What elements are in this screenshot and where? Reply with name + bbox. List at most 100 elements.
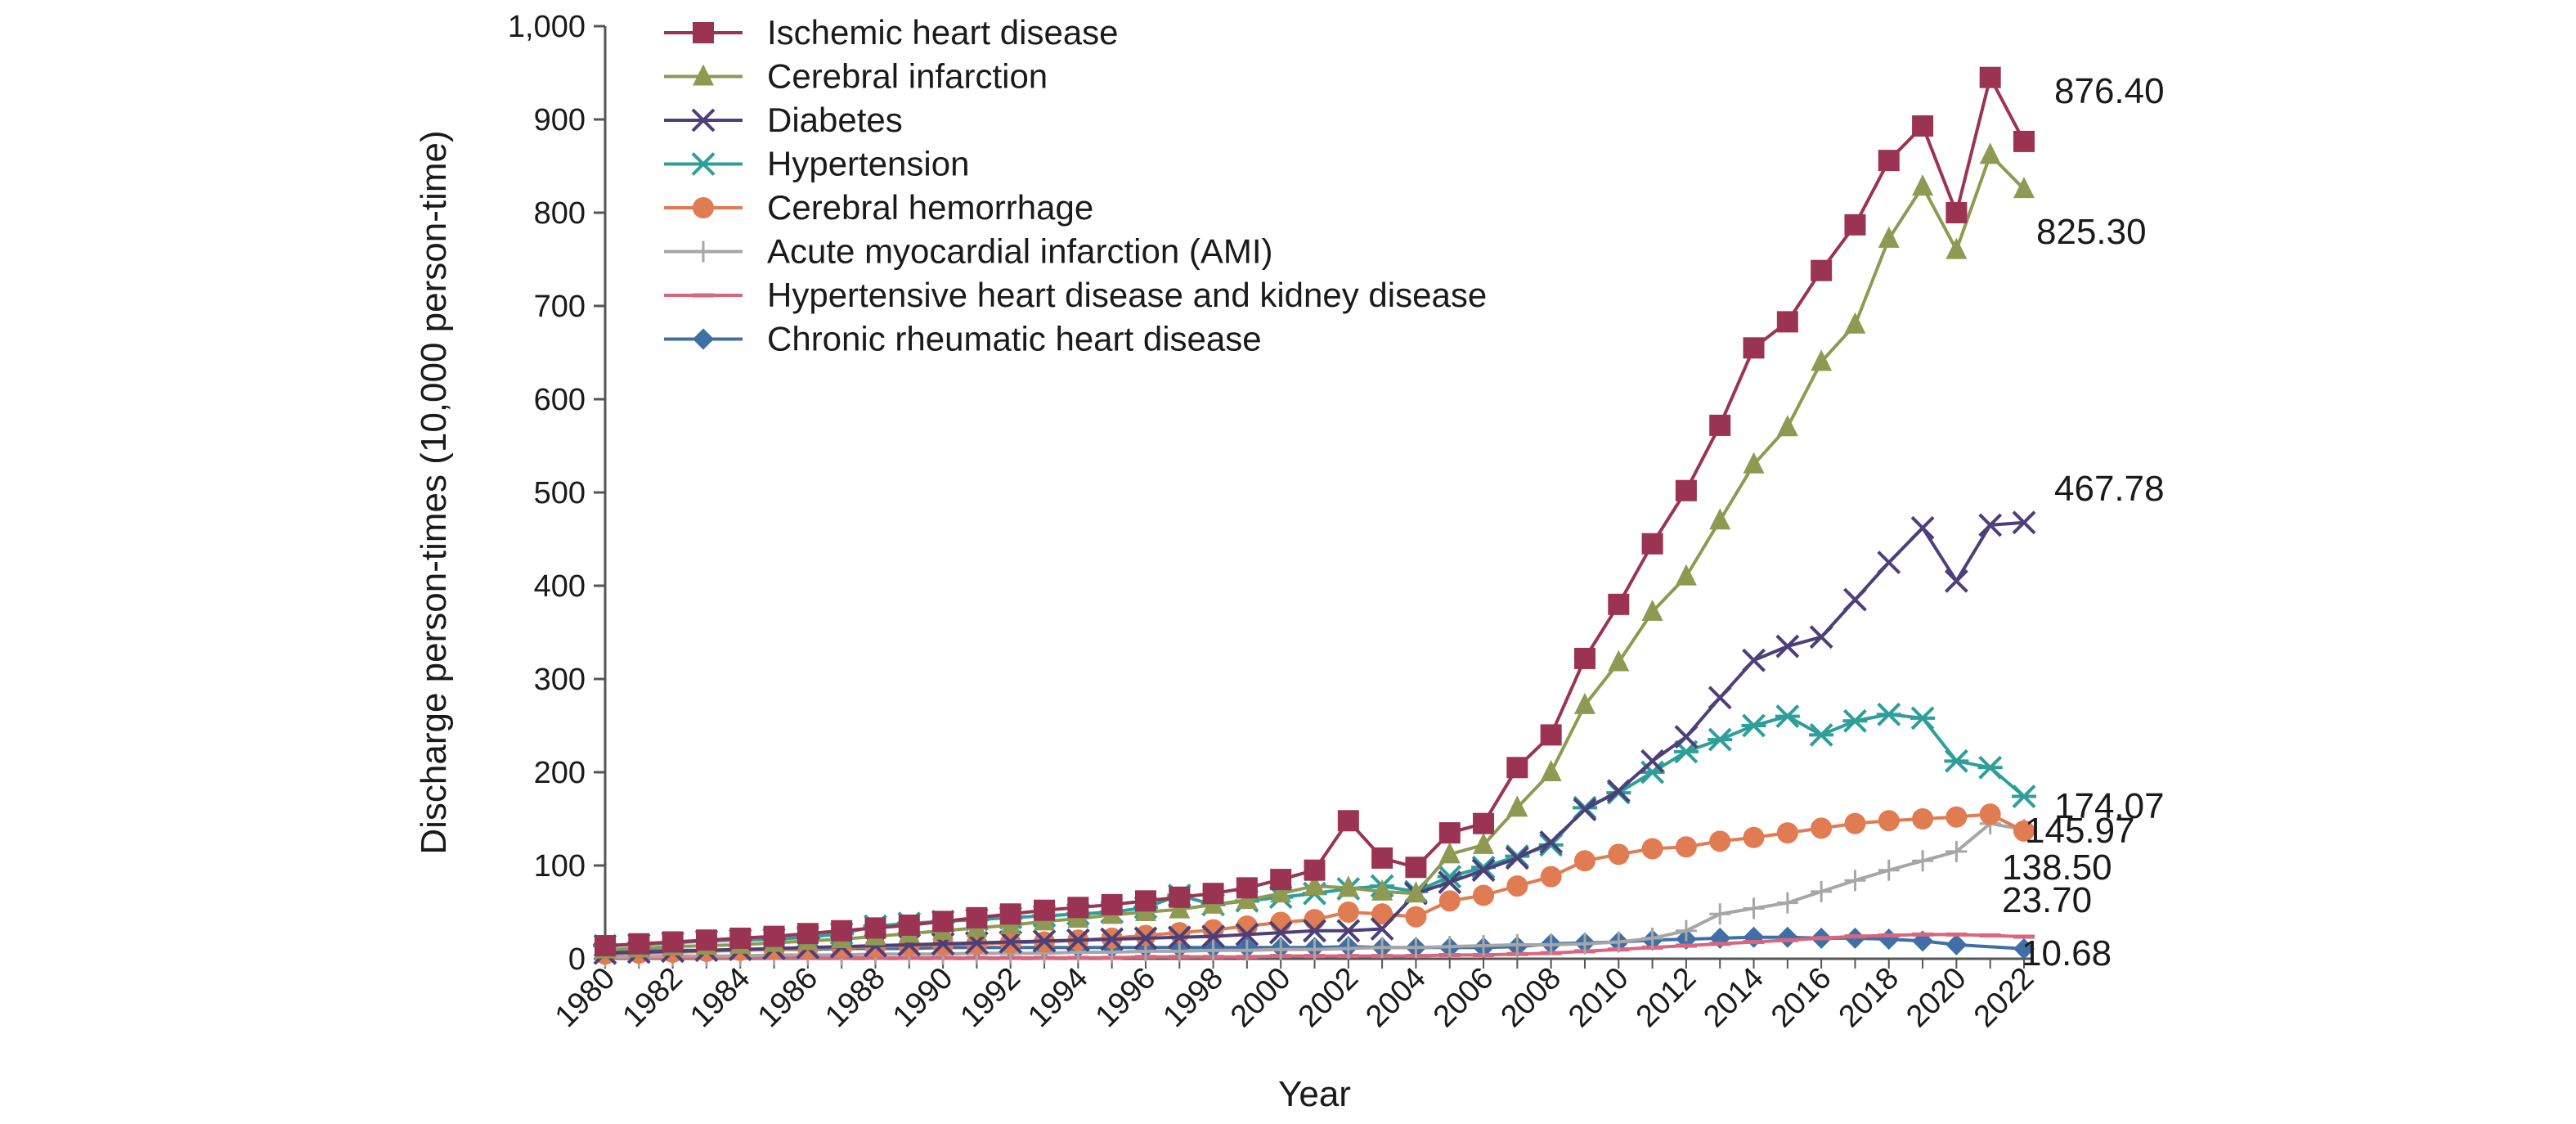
data-point xyxy=(1505,846,1529,870)
data-point xyxy=(1775,634,1800,659)
data-point xyxy=(1809,722,1834,747)
data-point xyxy=(1743,826,1765,848)
data-point xyxy=(1977,755,2003,780)
data-point xyxy=(1066,928,1090,952)
data-point xyxy=(1304,859,1326,881)
data-point xyxy=(1201,924,1225,949)
data-point xyxy=(1709,830,1731,852)
legend-marker xyxy=(693,241,714,263)
data-point xyxy=(1878,859,1900,881)
y-tick-label: 100 xyxy=(534,849,586,883)
data-point xyxy=(1032,928,1057,953)
legend-item: Cerebral hemorrhage xyxy=(664,188,1093,227)
data-point xyxy=(1573,647,1595,669)
data-point xyxy=(1844,214,1866,236)
legend-marker xyxy=(693,197,714,218)
data-point xyxy=(2013,937,2035,960)
x-tick-label: 2006 xyxy=(1427,961,1500,1034)
data-point xyxy=(1811,349,1833,371)
legend-item: Cerebral infarction xyxy=(664,57,1048,96)
x-tick-label: 1984 xyxy=(684,961,756,1034)
data-point xyxy=(1776,415,1798,437)
data-point xyxy=(1878,226,1900,248)
x-axis-title: Year xyxy=(1278,1074,1351,1114)
data-point xyxy=(1573,692,1595,714)
data-point xyxy=(1405,856,1427,879)
data-point xyxy=(1878,810,1900,832)
data-point xyxy=(1371,847,1393,869)
data-point xyxy=(1337,875,1359,897)
legend-label: Ischemic heart disease xyxy=(767,13,1119,52)
legend-label: Hypertension xyxy=(767,145,969,183)
data-point xyxy=(1709,903,1731,925)
data-point xyxy=(1844,312,1866,334)
data-point xyxy=(1742,648,1766,672)
data-point xyxy=(1640,749,1665,773)
legend-label: Cerebral infarction xyxy=(767,57,1048,96)
data-point xyxy=(595,935,616,957)
data-point xyxy=(1540,865,1562,888)
data-point xyxy=(1608,843,1630,865)
data-point xyxy=(1573,850,1595,872)
data-point xyxy=(1270,869,1292,891)
data-point xyxy=(1843,587,1867,612)
data-point xyxy=(999,903,1021,925)
x-ticks: 1980198219841986198819901992199419961998… xyxy=(549,959,2040,1034)
data-point xyxy=(1473,832,1495,854)
legend-item: Diabetes xyxy=(664,101,903,139)
data-point xyxy=(1811,817,1833,839)
data-point xyxy=(1709,508,1731,530)
data-point xyxy=(1268,920,1293,945)
x-tick-label: 1990 xyxy=(886,961,959,1034)
x-axis: 1980198219841986198819901992199419961998… xyxy=(549,957,2040,1034)
data-point xyxy=(1336,919,1361,943)
data-point xyxy=(1270,881,1292,903)
data-point xyxy=(1067,897,1089,919)
x-tick-label: 1992 xyxy=(954,961,1027,1034)
data-point xyxy=(1811,259,1833,281)
data-point xyxy=(1539,830,1564,854)
y-tick-label: 400 xyxy=(534,569,586,604)
data-point xyxy=(1134,924,1156,946)
data-point xyxy=(1878,928,1900,951)
x-tick-label: 2010 xyxy=(1562,961,1635,1034)
data-point xyxy=(1606,779,1631,803)
end-value-label: 145.97 xyxy=(2025,811,2135,851)
legend-marker xyxy=(693,22,714,43)
x-tick-label: 1988 xyxy=(819,961,891,1034)
end-value-label: 23.70 xyxy=(2002,880,2092,920)
data-point xyxy=(797,923,819,945)
data-point xyxy=(932,910,954,933)
data-point xyxy=(1608,593,1630,615)
end-value-label: 876.40 xyxy=(2054,71,2165,111)
data-point xyxy=(1945,933,1968,955)
legend-marker xyxy=(691,108,716,133)
data-point xyxy=(1945,806,1968,828)
end-value-label: 467.78 xyxy=(2054,469,2165,509)
legend-item: Hypertensive heart disease and kidney di… xyxy=(664,276,1487,314)
data-point xyxy=(1235,922,1259,946)
data-point xyxy=(1371,879,1393,901)
data-point xyxy=(1775,704,1800,729)
y-axis: 0 100 200 300 400 500 600 700 800 900 1,000 xyxy=(508,10,607,977)
end-value-label: 138.50 xyxy=(2002,847,2112,888)
data-point xyxy=(695,929,717,951)
y-axis-title: Discharge person-times (10,000 person-ti… xyxy=(414,130,454,854)
data-point xyxy=(1304,938,1326,960)
data-point xyxy=(1337,937,1359,960)
data-point xyxy=(1540,933,1562,955)
data-point xyxy=(1473,935,1495,957)
data-point xyxy=(864,917,886,939)
data-point xyxy=(1133,926,1158,951)
data-point xyxy=(1438,822,1461,844)
data-point xyxy=(1844,870,1866,892)
data-point xyxy=(1877,551,1901,574)
data-point xyxy=(1978,513,2003,537)
x-tick-label: 2008 xyxy=(1495,961,1568,1034)
data-point xyxy=(1304,909,1326,931)
data-point xyxy=(1405,906,1427,928)
y-tick-label: 200 xyxy=(534,756,586,790)
data-point xyxy=(1169,886,1191,908)
legend-item: Chronic rheumatic heart disease xyxy=(664,320,1262,358)
data-point xyxy=(1776,926,1798,948)
